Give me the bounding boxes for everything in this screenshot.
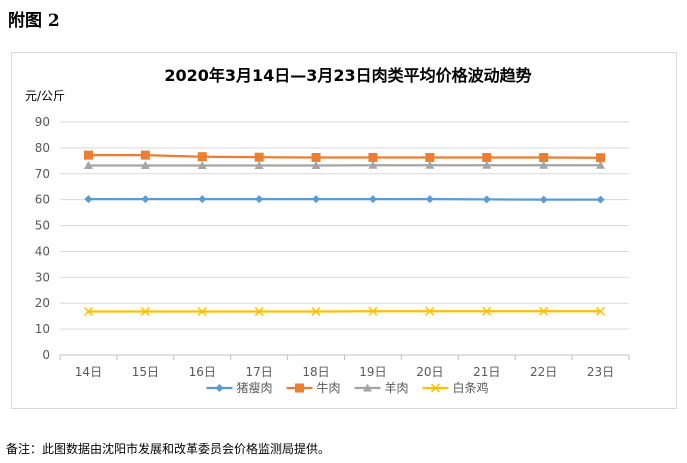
data-point [596, 160, 606, 169]
data-point [311, 306, 321, 317]
data-point [255, 195, 264, 204]
x-tick-label: 14日 [75, 365, 102, 379]
data-point [140, 150, 150, 160]
legend-label: 白条鸡 [453, 380, 489, 395]
line-chart: 2020年3月14日—3月23日肉类平均价格波动趋势 元/公斤 0 10 20 30 4… [25, 66, 630, 395]
data-point [368, 160, 378, 169]
data-point [311, 152, 321, 162]
data-point [539, 306, 549, 316]
y-tick-label: 10 [35, 322, 50, 336]
x-tick-label: 23日 [587, 365, 614, 379]
legend-marker [295, 383, 304, 393]
data-point [539, 195, 548, 204]
series-3 [83, 160, 606, 169]
data-point [197, 160, 207, 169]
x-tick-label: 21日 [473, 365, 500, 379]
legend-label: 猪瘦肉 [237, 380, 273, 395]
series-line [88, 154, 601, 159]
legend-marker [430, 383, 441, 393]
data-point [311, 160, 321, 169]
y-tick-label: 80 [35, 141, 50, 155]
legend-label: 牛肉 [317, 380, 341, 395]
x-tick-label: 18日 [302, 365, 329, 379]
y-tick-label: 40 [35, 244, 50, 258]
x-tick-label: 17日 [246, 365, 273, 379]
chart-frame: 2020年3月14日—3月23日肉类平均价格波动趋势 元/公斤 0 10 20 30 4… [11, 52, 677, 409]
x-axis-ticks: 14日 15日 16日 17日 18日 19日 20日 21日 22日 23日 [59, 355, 630, 379]
series-1 [84, 195, 605, 204]
data-point [197, 152, 207, 162]
legend-label: 羊肉 [385, 380, 409, 395]
data-point [539, 152, 549, 162]
data-point [425, 160, 435, 169]
data-point [254, 152, 264, 162]
series-4 [83, 306, 606, 317]
data-point [482, 152, 492, 162]
y-tick-label: 90 [35, 115, 50, 129]
x-tick-label: 15日 [132, 365, 159, 379]
x-tick-label: 19日 [359, 365, 386, 379]
legend: 猪瘦肉 牛肉 羊肉 白条鸡 [206, 380, 489, 395]
data-point [140, 306, 150, 317]
appendix-label: 附图 2 [8, 11, 60, 31]
data-point [482, 160, 492, 169]
series-line [88, 198, 601, 201]
y-axis-ticks: 0 10 20 30 40 50 60 70 80 90 [35, 115, 50, 362]
y-tick-label: 20 [35, 296, 50, 310]
x-tick-label: 16日 [189, 365, 216, 379]
legend-item: 羊肉 [354, 380, 409, 395]
data-point [539, 160, 549, 169]
data-point [83, 306, 93, 317]
series-lines [83, 150, 606, 317]
data-point [254, 160, 264, 169]
x-tick-label: 22日 [530, 365, 557, 379]
data-point [197, 306, 207, 317]
data-point [83, 150, 93, 160]
legend-item: 牛肉 [286, 380, 341, 395]
data-point [368, 306, 378, 316]
y-tick-label: 30 [35, 270, 50, 284]
legend-marker [215, 384, 224, 392]
data-point [425, 152, 435, 162]
data-point [596, 195, 605, 204]
series-2 [83, 150, 606, 163]
data-point [482, 195, 491, 204]
data-point [84, 195, 93, 204]
y-axis-unit-label: 元/公斤 [25, 89, 65, 103]
y-tick-label: 50 [35, 219, 50, 233]
legend-marker [363, 383, 372, 392]
y-tick-label: 60 [35, 193, 50, 207]
data-point [198, 195, 207, 204]
data-point [596, 306, 606, 316]
data-point [141, 195, 150, 204]
legend-item: 白条鸡 [422, 380, 489, 395]
data-point [140, 160, 150, 169]
y-tick-label: 0 [42, 348, 50, 362]
y-tick-label: 70 [35, 167, 50, 181]
chart-title: 2020年3月14日—3月23日肉类平均价格波动趋势 [164, 66, 531, 85]
data-point [83, 160, 93, 169]
legend-item: 猪瘦肉 [206, 380, 273, 395]
x-tick-label: 20日 [416, 365, 443, 379]
data-point [425, 306, 435, 316]
footnote: 备注：此图数据由沈阳市发展和改革委员会价格监测局提供。 [6, 442, 331, 456]
data-point [425, 195, 434, 204]
data-point [254, 306, 264, 317]
data-point [368, 152, 378, 162]
data-point [312, 195, 321, 204]
data-point [596, 153, 606, 163]
data-point [482, 306, 492, 316]
data-point [368, 195, 377, 204]
